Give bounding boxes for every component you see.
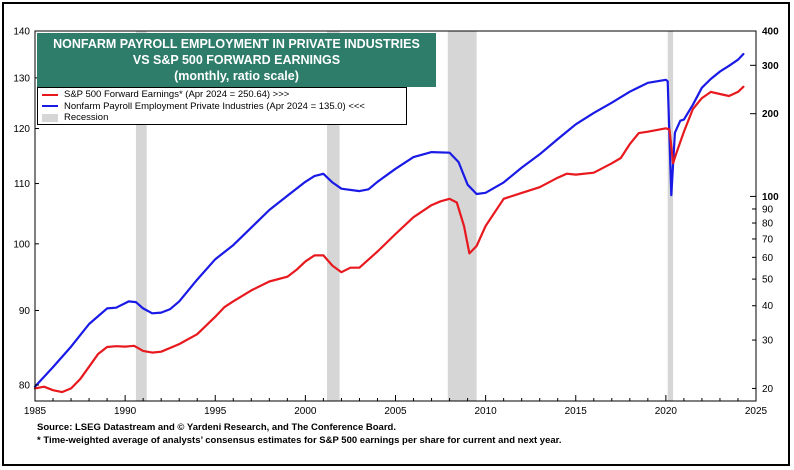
legend-swatch-sp500 [42,93,58,96]
right-tick-label-200: 200 [762,109,779,120]
right-tick-label-40: 40 [762,301,774,312]
axes-layer: 8090100110120130140203040506070809010020… [13,27,779,418]
right-tick-label-70: 70 [762,234,774,245]
right-tick-label-60: 60 [762,253,774,264]
chart-subtitle: (monthly, ratio scale) [174,69,299,83]
right-tick-label-30: 30 [762,336,774,347]
x-tick-label-2010: 2010 [475,406,498,417]
recession-band-3 [667,31,674,401]
recession-band-2 [447,31,477,401]
left-tick-label-110: 110 [14,179,30,190]
legend-item-sp500: S&P 500 Forward Earnings* (Apr 2024 = 25… [42,89,406,101]
chart-title-box: NONFARM PAYROLL EMPLOYMENT IN PRIVATE IN… [37,33,436,87]
series-layer [33,52,745,394]
legend: S&P 500 Forward Earnings* (Apr 2024 = 25… [37,87,407,125]
x-tick-label-2025: 2025 [745,406,768,417]
x-tick-label-2000: 2000 [294,406,317,417]
right-tick-label-50: 50 [762,275,774,286]
chart-title-line2: VS S&P 500 FORWARD EARNINGS [132,53,341,67]
series-line-payroll [33,52,745,388]
source-note: Source: LSEG Datastream and © Yardeni Re… [37,422,396,433]
legend-item-recession: Recession [42,112,406,124]
footer: Source: LSEG Datastream and © Yardeni Re… [37,421,561,447]
legend-label-payroll: Nonfarm Payroll Employment Private Indus… [64,100,365,112]
chart-title-line1: NONFARM PAYROLL EMPLOYMENT IN PRIVATE IN… [53,37,420,51]
series-line-sp500 [33,85,745,394]
x-tick-label-2020: 2020 [655,406,678,417]
x-tick-label-2005: 2005 [384,406,407,417]
recession-band-0 [135,31,147,401]
left-tick-label-100: 100 [13,239,30,250]
x-tick-label-1985: 1985 [24,406,47,417]
x-tick-label-1995: 1995 [204,406,227,417]
right-tick-label-300: 300 [762,61,779,72]
left-tick-label-130: 130 [13,73,30,84]
legend-swatch-recession [42,113,58,122]
right-tick-label-20: 20 [762,384,774,395]
legend-item-payroll: Nonfarm Payroll Employment Private Indus… [42,101,406,113]
legend-swatch-payroll [42,105,58,108]
right-tick-label-90: 90 [762,204,774,215]
x-tick-label-1990: 1990 [114,406,137,417]
left-tick-label-120: 120 [13,124,30,135]
legend-label-recession: Recession [64,112,109,124]
left-tick-label-90: 90 [19,306,31,317]
right-tick-label-100: 100 [762,192,779,203]
right-tick-label-400: 400 [762,27,779,38]
x-tick-label-2015: 2015 [565,406,588,417]
footnote: * Time-weighted average of analysts’ con… [37,435,562,446]
legend-label-sp500: S&P 500 Forward Earnings* (Apr 2024 = 25… [64,89,290,101]
left-tick-label-80: 80 [19,380,31,391]
right-tick-label-80: 80 [762,219,774,230]
left-tick-label-140: 140 [13,27,30,38]
